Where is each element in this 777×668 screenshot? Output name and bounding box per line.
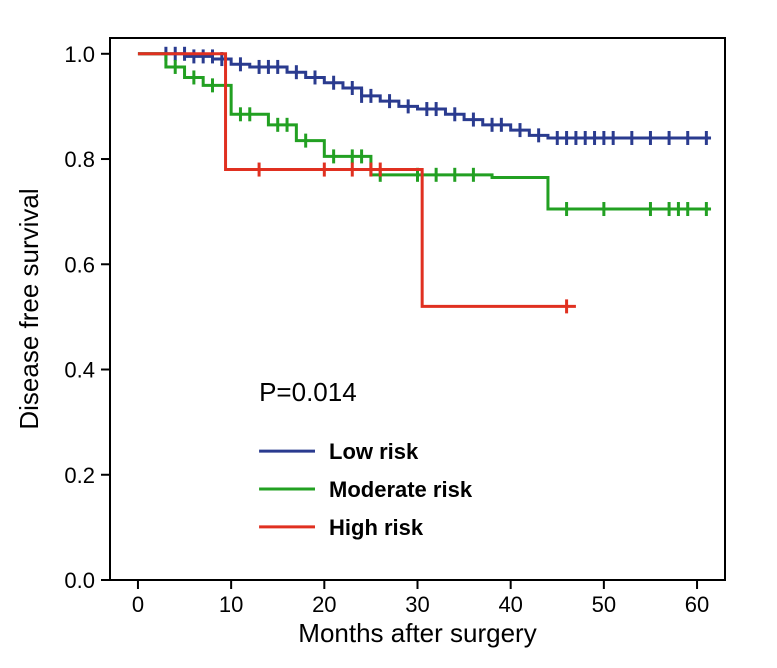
km-chart: 0 10 20 30 40 50 60 0.0 0.2 0.4 0.6 0.8 1.0 Months af… xyxy=(0,0,777,668)
x-tick-label: 60 xyxy=(685,592,709,617)
y-tick-label: 0.8 xyxy=(64,147,95,172)
y-tick-label: 0.0 xyxy=(64,568,95,593)
legend-label: High risk xyxy=(329,515,424,540)
x-axis-title: Months after surgery xyxy=(298,618,536,648)
p-value-annotation: P=0.014 xyxy=(259,377,357,407)
legend-label: Moderate risk xyxy=(329,477,473,502)
y-tick-label: 0.2 xyxy=(64,463,95,488)
x-tick-label: 30 xyxy=(405,592,429,617)
x-tick-label: 50 xyxy=(592,592,616,617)
y-tick-label: 1.0 xyxy=(64,42,95,67)
x-tick-label: 40 xyxy=(498,592,522,617)
y-tick-label: 0.4 xyxy=(64,358,95,383)
chart-svg: 0 10 20 30 40 50 60 0.0 0.2 0.4 0.6 0.8 1.0 Months af… xyxy=(0,0,777,668)
x-tick-label: 0 xyxy=(132,592,144,617)
legend-label: Low risk xyxy=(329,439,419,464)
y-axis-title: Disease free survival xyxy=(14,188,44,429)
x-tick-label: 20 xyxy=(312,592,336,617)
y-tick-label: 0.6 xyxy=(64,252,95,277)
x-tick-label: 10 xyxy=(219,592,243,617)
